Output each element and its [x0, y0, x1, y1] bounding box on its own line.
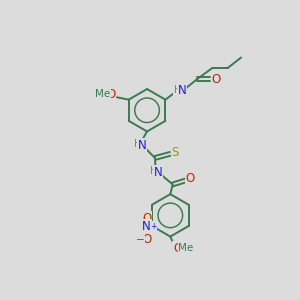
- Text: O: O: [186, 172, 195, 185]
- Text: −: −: [136, 235, 145, 244]
- Text: O: O: [212, 73, 221, 85]
- Text: H: H: [150, 166, 157, 176]
- Text: S: S: [171, 146, 179, 159]
- Text: O: O: [142, 233, 151, 246]
- Text: O: O: [173, 242, 182, 255]
- Text: N: N: [178, 84, 186, 97]
- Text: H: H: [174, 85, 181, 94]
- Text: Me: Me: [95, 89, 111, 99]
- Text: H: H: [134, 139, 141, 149]
- Text: O: O: [142, 212, 151, 225]
- Text: N: N: [138, 139, 146, 152]
- Text: Me: Me: [178, 243, 194, 253]
- Text: +: +: [150, 222, 156, 231]
- Text: N: N: [154, 166, 162, 178]
- Text: O: O: [106, 88, 116, 101]
- Text: N: N: [142, 220, 151, 233]
